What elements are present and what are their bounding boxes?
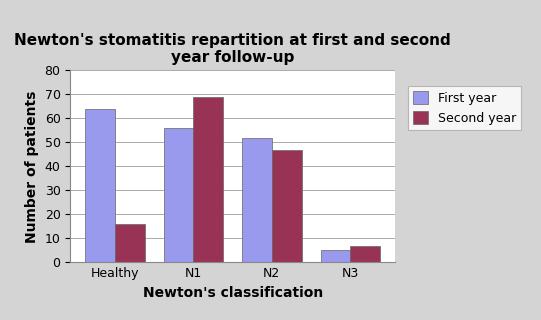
Bar	[163, 128, 193, 262]
Y-axis label: Number of patients: Number of patients	[25, 90, 39, 243]
Bar	[85, 109, 115, 262]
Bar	[193, 97, 223, 262]
Bar	[320, 250, 351, 262]
Bar	[351, 246, 380, 262]
Legend: First year, Second year: First year, Second year	[408, 86, 521, 130]
X-axis label: Newton's classification: Newton's classification	[142, 286, 323, 300]
Title: Newton's stomatitis repartition at first and second
year follow-up: Newton's stomatitis repartition at first…	[14, 33, 451, 65]
Bar	[115, 224, 145, 262]
Bar	[242, 138, 272, 262]
Bar	[272, 149, 302, 262]
